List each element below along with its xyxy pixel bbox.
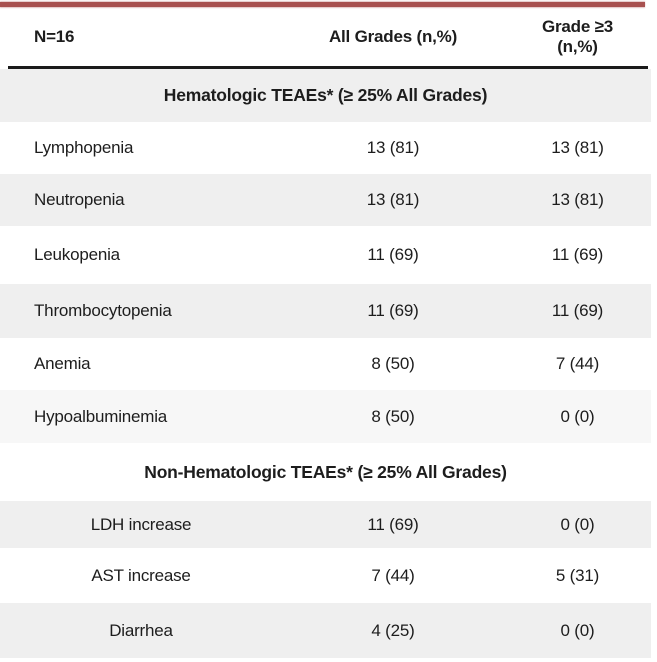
table-row-hypoalbuminemia: Hypoalbuminemia 8 (50) 0 (0): [0, 390, 651, 443]
all-grades-value: 13 (81): [366, 190, 420, 210]
all-grades-value: 11 (69): [367, 514, 419, 534]
row-label: Leukopenia: [34, 245, 120, 265]
column-header-row: N=16 All Grades (n,%) Grade ≥3 (n,%): [0, 7, 651, 66]
grade3-value: 5 (31): [555, 565, 600, 585]
column-header-all-grades: All Grades (n,%): [328, 26, 458, 46]
table-row-ldh-increase: LDH increase 11 (69) 0 (0): [0, 501, 651, 548]
row-label: Diarrhea: [109, 620, 173, 640]
grade3-value: 11 (69): [551, 245, 604, 265]
top-accent-line: [0, 2, 645, 7]
grade3-value: 11 (69): [551, 301, 604, 321]
table-row-thrombocytopenia: Thrombocytopenia 11 (69) 11 (69): [0, 284, 651, 338]
column-header-grade3-line2: (n,%): [557, 36, 598, 56]
section-header-non-hematologic: Non-Hematologic TEAEs* (≥ 25% All Grades…: [0, 443, 651, 501]
row-label: Thrombocytopenia: [34, 301, 172, 321]
table-row-diarrhea: Diarrhea 4 (25) 0 (0): [0, 603, 651, 658]
table-row-neutropenia: Neutropenia 13 (81) 13 (81): [0, 174, 651, 226]
table-row-leukopenia: Leukopenia 11 (69) 11 (69): [0, 226, 651, 284]
all-grades-value: 7 (44): [371, 565, 415, 585]
header-divider-rule: [8, 66, 648, 69]
section-header-hematologic: Hematologic TEAEs* (≥ 25% All Grades): [0, 69, 651, 122]
grade3-value: 0 (0): [560, 620, 595, 640]
grade3-value: 13 (81): [551, 138, 604, 158]
column-header-grade3-line1: Grade ≥3: [541, 16, 614, 36]
table-row-lymphopenia: Lymphopenia 13 (81) 13 (81): [0, 122, 651, 174]
column-header-n16: N=16: [34, 26, 75, 46]
all-grades-value: 8 (50): [371, 406, 415, 426]
row-label: Anemia: [34, 354, 91, 374]
grade3-value: 0 (0): [560, 514, 595, 534]
all-grades-value: 11 (69): [367, 301, 419, 321]
column-header-grade3: Grade ≥3 (n,%): [504, 17, 651, 56]
row-label: AST increase: [91, 565, 191, 585]
row-label: LDH increase: [90, 514, 192, 534]
all-grades-value: 8 (50): [371, 354, 415, 374]
all-grades-value: 4 (25): [371, 620, 415, 640]
grade3-value: 0 (0): [560, 406, 595, 426]
table-row-ast-increase: AST increase 7 (44) 5 (31): [0, 548, 651, 603]
table-row-anemia: Anemia 8 (50) 7 (44): [0, 338, 651, 390]
all-grades-value: 13 (81): [366, 138, 420, 158]
all-grades-value: 11 (69): [367, 245, 419, 265]
grade3-value: 7 (44): [555, 354, 600, 374]
row-label: Hypoalbuminemia: [34, 406, 168, 426]
row-label: Neutropenia: [34, 190, 125, 210]
row-label: Lymphopenia: [34, 138, 134, 158]
grade3-value: 13 (81): [551, 190, 604, 210]
